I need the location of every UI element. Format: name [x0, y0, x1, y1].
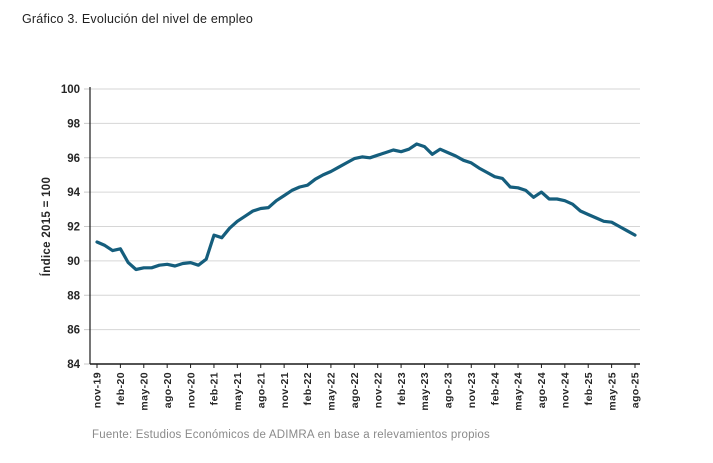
x-tick-label: ago-21	[255, 372, 267, 408]
x-tick-label: nov-23	[466, 372, 478, 408]
x-tick-label: nov-21	[279, 372, 291, 408]
x-tick-label: ago-20	[162, 372, 174, 408]
y-tick-label: 84	[67, 359, 80, 371]
y-tick-label: 98	[67, 118, 80, 130]
y-tick-label: 90	[67, 256, 80, 268]
x-tick-label: may-25	[606, 372, 618, 411]
x-tick-label: nov-20	[185, 372, 197, 408]
x-tick-label: feb-20	[115, 372, 127, 405]
y-axis-title: Índice 2015 = 100	[40, 177, 53, 276]
y-tick-label: 94	[67, 187, 80, 199]
x-tick-label: ago-24	[536, 372, 548, 408]
y-tick-label: 100	[61, 84, 80, 96]
y-tick-label: 86	[67, 325, 80, 337]
x-tick-label: ago-22	[349, 372, 361, 408]
y-tick-label: 96	[67, 153, 80, 165]
x-tick-label: feb-25	[583, 372, 595, 405]
x-tick-label: feb-24	[489, 372, 501, 405]
source-note: Fuente: Estudios Económicos de ADIMRA en…	[92, 429, 490, 441]
x-tick-label: nov-24	[560, 372, 572, 408]
x-tick-label: may-24	[513, 372, 525, 411]
page-title: Gráfico 3. Evolución del nivel de empleo	[22, 12, 254, 26]
x-tick-label: nov-19	[92, 372, 104, 408]
x-tick-label: nov-22	[372, 372, 384, 408]
x-tick-label: may-22	[326, 372, 338, 411]
x-tick-label: feb-21	[209, 372, 221, 405]
x-tick-label: may-23	[419, 372, 431, 411]
x-tick-label: feb-23	[396, 372, 408, 405]
employment-line	[95, 142, 637, 272]
y-tick-label: 88	[67, 290, 80, 302]
y-tick-label: 92	[67, 222, 80, 234]
x-tick-label: may-20	[138, 372, 150, 411]
x-tick-label: ago-25	[630, 372, 642, 408]
x-tick-label: feb-22	[302, 372, 314, 405]
x-tick-label: may-21	[232, 372, 244, 411]
x-tick-label: ago-23	[443, 372, 455, 408]
